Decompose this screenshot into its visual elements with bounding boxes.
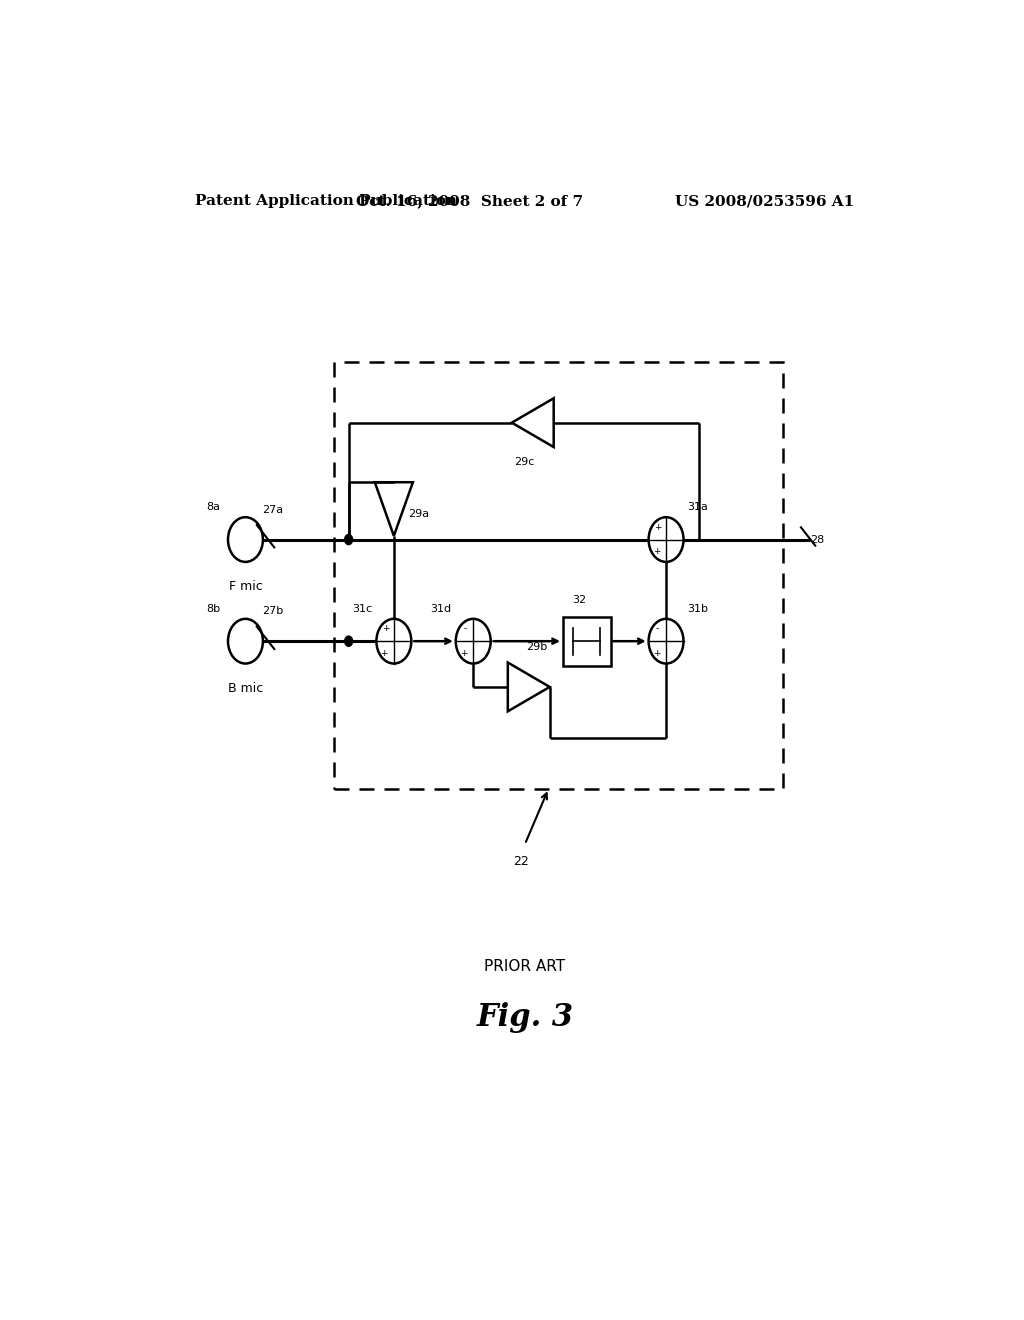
- Text: +: +: [382, 624, 389, 634]
- Bar: [563, 616, 610, 665]
- Circle shape: [345, 636, 352, 647]
- Text: 8b: 8b: [206, 603, 220, 614]
- Circle shape: [345, 535, 352, 545]
- Text: 22: 22: [513, 854, 528, 867]
- Text: 31c: 31c: [352, 603, 373, 614]
- Text: +: +: [652, 548, 660, 556]
- Text: +: +: [654, 523, 662, 532]
- Text: 27b: 27b: [262, 606, 284, 616]
- Bar: [334, 362, 782, 788]
- Text: 28: 28: [811, 535, 824, 545]
- Text: 31a: 31a: [687, 502, 709, 512]
- Text: 31b: 31b: [687, 603, 709, 614]
- Text: -: -: [656, 624, 659, 634]
- Text: 29c: 29c: [515, 457, 535, 467]
- Text: US 2008/0253596 A1: US 2008/0253596 A1: [675, 194, 854, 209]
- Text: 29b: 29b: [526, 643, 548, 652]
- Text: Oct. 16, 2008  Sheet 2 of 7: Oct. 16, 2008 Sheet 2 of 7: [355, 194, 583, 209]
- Text: Fig. 3: Fig. 3: [476, 1002, 573, 1032]
- Text: 8a: 8a: [206, 502, 220, 512]
- Text: Patent Application Publication: Patent Application Publication: [196, 194, 458, 209]
- Text: 31d: 31d: [431, 603, 452, 614]
- Text: PRIOR ART: PRIOR ART: [484, 958, 565, 974]
- Text: 27a: 27a: [262, 504, 284, 515]
- Text: F mic: F mic: [228, 581, 262, 593]
- Text: -: -: [463, 624, 467, 634]
- Text: +: +: [652, 649, 660, 657]
- Text: B mic: B mic: [227, 682, 263, 694]
- Text: 32: 32: [571, 594, 586, 605]
- Text: +: +: [460, 649, 467, 657]
- Text: +: +: [381, 649, 388, 657]
- Text: 29a: 29a: [409, 510, 429, 519]
